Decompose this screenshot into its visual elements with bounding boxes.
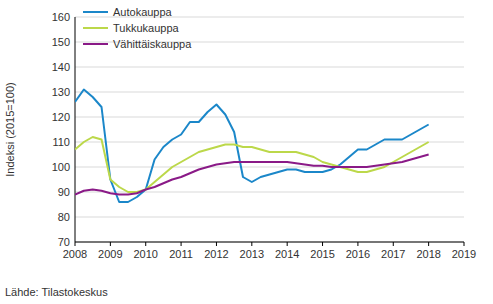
legend-label: Autokauppa	[113, 6, 173, 18]
series-line	[75, 90, 429, 203]
grid-line	[75, 117, 464, 118]
y-tick-label: 130	[52, 86, 70, 98]
x-tick-label: 2011	[169, 248, 193, 260]
x-tick-label: 2017	[381, 248, 405, 260]
y-tick-label: 100	[52, 161, 70, 173]
y-tick-label: 120	[52, 111, 70, 123]
grid-line	[75, 242, 464, 243]
x-tick	[464, 242, 465, 246]
x-tick-label: 2016	[346, 248, 370, 260]
x-tick-label: 2018	[416, 248, 440, 260]
x-tick	[145, 242, 146, 246]
y-tick-label: 80	[58, 211, 70, 223]
grid-line	[75, 217, 464, 218]
legend-label: Tukkukauppa	[113, 22, 180, 34]
legend-label: Vähittäiskauppa	[113, 38, 192, 50]
y-axis-label: Indeksi (2015=100)	[4, 82, 16, 176]
y-tick-label: 110	[52, 136, 70, 148]
y-tick-label: 150	[52, 36, 70, 48]
series-line	[75, 137, 429, 192]
legend: Autokauppa Tukkukauppa Vähittäiskauppa	[83, 6, 192, 50]
x-tick	[251, 242, 252, 246]
x-tick-label: 2012	[204, 248, 228, 260]
x-tick-label: 2014	[275, 248, 299, 260]
x-tick	[110, 242, 111, 246]
series-line	[75, 155, 429, 195]
x-tick-label: 2013	[240, 248, 264, 260]
legend-swatch	[83, 43, 108, 45]
y-tick-label: 140	[52, 61, 70, 73]
x-tick	[75, 242, 76, 246]
x-tick-label: 2008	[63, 248, 87, 260]
x-tick	[287, 242, 288, 246]
plot-lines	[75, 90, 429, 203]
x-tick	[322, 242, 323, 246]
x-tick	[216, 242, 217, 246]
x-tick	[428, 242, 429, 246]
legend-swatch	[83, 27, 108, 29]
chart: 70 80 90 100 110 120 130 140 150 160 2008 2009 2010 2…	[0, 0, 493, 304]
grid-line	[75, 142, 464, 143]
x-tick-label: 2015	[310, 248, 334, 260]
x-tick	[393, 242, 394, 246]
x-tick	[181, 242, 182, 246]
y-tick-label: 70	[58, 236, 70, 248]
y-tick-label: 90	[58, 186, 70, 198]
x-tick-label: 2010	[133, 248, 157, 260]
grid-line	[75, 92, 464, 93]
x-tick	[357, 242, 358, 246]
x-tick-label: 2019	[452, 248, 476, 260]
x-axis	[75, 242, 464, 243]
legend-swatch	[83, 11, 108, 13]
grid-line	[75, 167, 464, 168]
y-tick-label: 160	[52, 11, 70, 23]
y-axis	[75, 17, 76, 242]
grid-line	[75, 67, 464, 68]
source: Lähde: Tilastokeskus	[5, 286, 108, 298]
x-tick-label: 2009	[98, 248, 122, 260]
